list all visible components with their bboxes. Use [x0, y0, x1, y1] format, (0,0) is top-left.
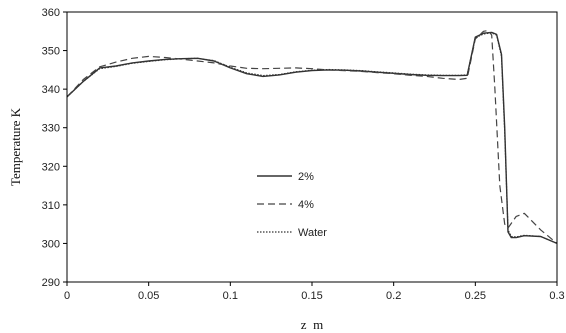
- x-axis-title: z m: [301, 317, 323, 332]
- y-axis-title: Temperature K: [8, 107, 23, 186]
- y-tick-label: 360: [42, 7, 60, 19]
- y-tick-label: 320: [42, 161, 60, 173]
- y-tick-label: 340: [42, 84, 60, 96]
- legend-label-2: Water: [298, 227, 327, 239]
- legend-label-0: 2%: [298, 171, 314, 183]
- series-layer: [66, 29, 558, 245]
- y-tick-label: 310: [42, 200, 60, 212]
- x-tick-label: 0.1: [223, 290, 238, 302]
- legend-label-1: 4%: [298, 199, 314, 211]
- y-tick-label: 350: [42, 46, 60, 58]
- series-line-2: [66, 32, 558, 244]
- plot-area-frame: [66, 11, 558, 283]
- x-tick-label: 0.2: [386, 290, 401, 302]
- series-line-1: [66, 29, 558, 244]
- x-tick-label: 0.05: [138, 290, 159, 302]
- x-tick-label: 0.25: [465, 290, 486, 302]
- y-tick-label: 300: [42, 238, 60, 250]
- x-tick-label: 0.3: [549, 290, 564, 302]
- x-axis-ticks: 0 0.05 0.1 0.15 0.2 0.25 0.3: [64, 282, 565, 302]
- y-tick-label: 290: [42, 277, 60, 289]
- y-tick-label: 330: [42, 123, 60, 135]
- y-axis-ticks: 290 300 310 320 330 340 350 360: [42, 7, 67, 289]
- legend: 2% 4% Water: [257, 171, 327, 239]
- x-tick-label: 0: [64, 290, 70, 302]
- x-tick-label: 0.15: [301, 290, 322, 302]
